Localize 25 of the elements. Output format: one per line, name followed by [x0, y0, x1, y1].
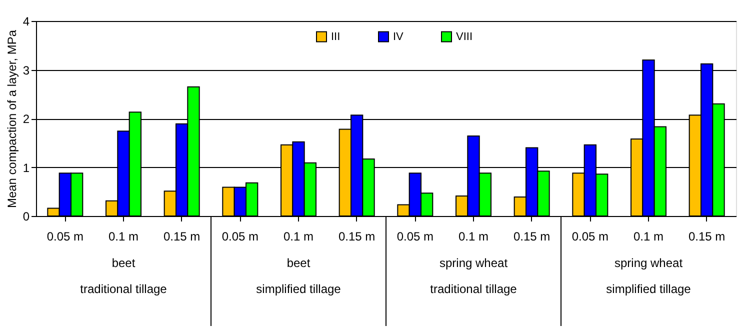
y-tick-label: 3 — [22, 63, 30, 78]
x-tick-label: 0.1 m — [283, 230, 314, 244]
text: beet simplified tillage — [256, 256, 342, 296]
x-tick-label: 0.15 m — [338, 230, 376, 244]
x-tick-label: 0.15 m — [163, 230, 200, 244]
legend-label: III — [331, 30, 340, 43]
x-tick-label: 0.05 m — [572, 230, 609, 244]
y-tick-label: 0 — [22, 210, 30, 224]
x-tick-label: 0.1 m — [458, 230, 489, 244]
legend-label: VIII — [456, 30, 473, 43]
y-axis-title: Mean compaction of a layer, MPa — [4, 30, 19, 208]
text: spring wheat traditional tillage — [430, 256, 518, 296]
x-tick-label: 0.05 m — [396, 230, 434, 244]
x-tick-label: 0.15 m — [513, 230, 550, 244]
text: spring wheat simplified tillage — [606, 256, 692, 296]
y-tick-label: 1 — [22, 160, 30, 175]
x-tick-label: 0.05 m — [222, 230, 259, 244]
x-tick-label: 0.15 m — [688, 230, 726, 244]
y-tick-label: 4 — [22, 14, 30, 28]
x-tick-label: 0.05 m — [46, 230, 84, 244]
legend-label: IV — [393, 30, 404, 43]
x-tick-label: 0.1 m — [108, 230, 139, 244]
y-tick-label: 2 — [22, 112, 30, 126]
x-tick-label: 0.1 m — [633, 230, 664, 244]
text: beet traditional tillage — [80, 256, 168, 296]
